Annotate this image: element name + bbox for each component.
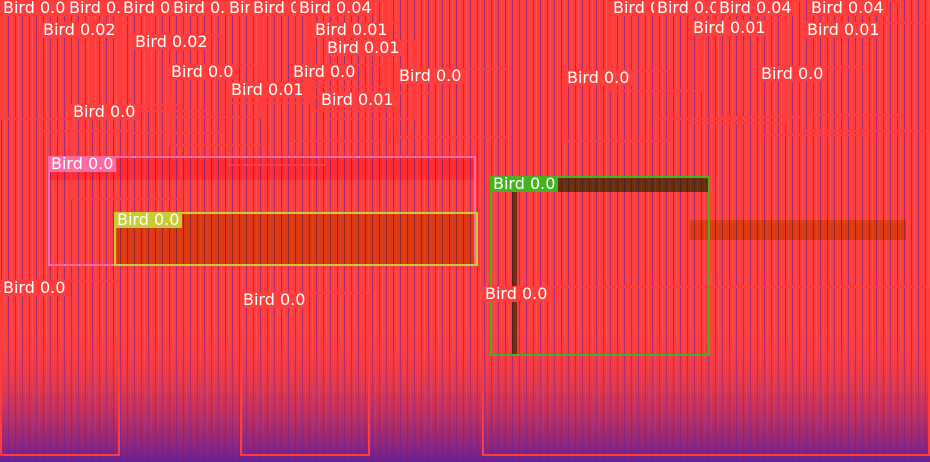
detection-label: Bird 0.0 [490, 176, 559, 192]
detection-label: Bird 0.04 [654, 0, 733, 16]
detection-label: Bird 0.01 [690, 20, 769, 36]
detection-box: Bird 0.01 [228, 82, 326, 166]
detection-label: Bird 0.0 [114, 212, 183, 228]
detection-label: Bird 0.08 [0, 0, 79, 16]
detection-box: Bird 0.0 [114, 212, 478, 266]
detection-box: Bird 0.0 [290, 64, 384, 142]
detection-label: Bird 0.02 [132, 34, 211, 50]
detection-box: Bird 0.0 [0, 280, 120, 456]
detection-label: Bird 0.01 [324, 40, 403, 56]
detection-label: Bird 0.02 [40, 22, 119, 38]
detection-label: Bird 0.01 [228, 82, 307, 98]
detection-label: Bird 0.0 [70, 104, 139, 120]
detection-box: Bird 0.0 [490, 176, 710, 356]
detection-box: Bird 0.01 [318, 92, 432, 158]
detection-box: Bird 0.0 [482, 286, 930, 456]
detection-box: Bird 0.02 [132, 34, 222, 134]
detection-box: Bird 0.04 [654, 0, 750, 120]
detection-box: Bird 0.0 [168, 64, 264, 146]
detection-label: Bird 0.0 [482, 286, 551, 302]
detection-box: Bird 0.04 [808, 0, 900, 116]
detection-box: Bird 0.0 [240, 292, 370, 456]
detection-box: Bird 0.0 [564, 70, 670, 142]
detection-label: Bird 0.0 [758, 66, 827, 82]
detection-box: Bird 0.0 [396, 68, 508, 138]
yellow-highlight-region-right [690, 220, 906, 240]
detection-box: Bird 0.01 [324, 40, 416, 120]
detection-label: Bird 0.0 [168, 64, 237, 80]
detection-label: Bird 0.01 [318, 92, 397, 108]
detection-label: Bird 0.04 [716, 0, 795, 16]
detection-label: Bird 0.0 [240, 292, 309, 308]
detection-box: Bird 0.0 [758, 66, 868, 136]
detection-box: Bird 0.08 [0, 0, 94, 120]
detection-box: Bird 0.02 [40, 22, 130, 132]
detection-box: Bird 0.0 [70, 104, 182, 200]
detection-label: Bird 0.0 [48, 156, 117, 172]
detection-label: Bird 0.0 [290, 64, 359, 80]
detection-label: Bird 0.04 [296, 0, 375, 16]
detection-label: Bird 0.0 [564, 70, 633, 86]
detection-label: Bird 0.0 [396, 68, 465, 84]
detection-label: Bird 0.01 [804, 22, 883, 38]
detection-label: Bird 0.0 [0, 280, 69, 296]
detection-label: Bird 0.01 [312, 22, 391, 38]
detection-label: Bird 0.04 [808, 0, 887, 16]
